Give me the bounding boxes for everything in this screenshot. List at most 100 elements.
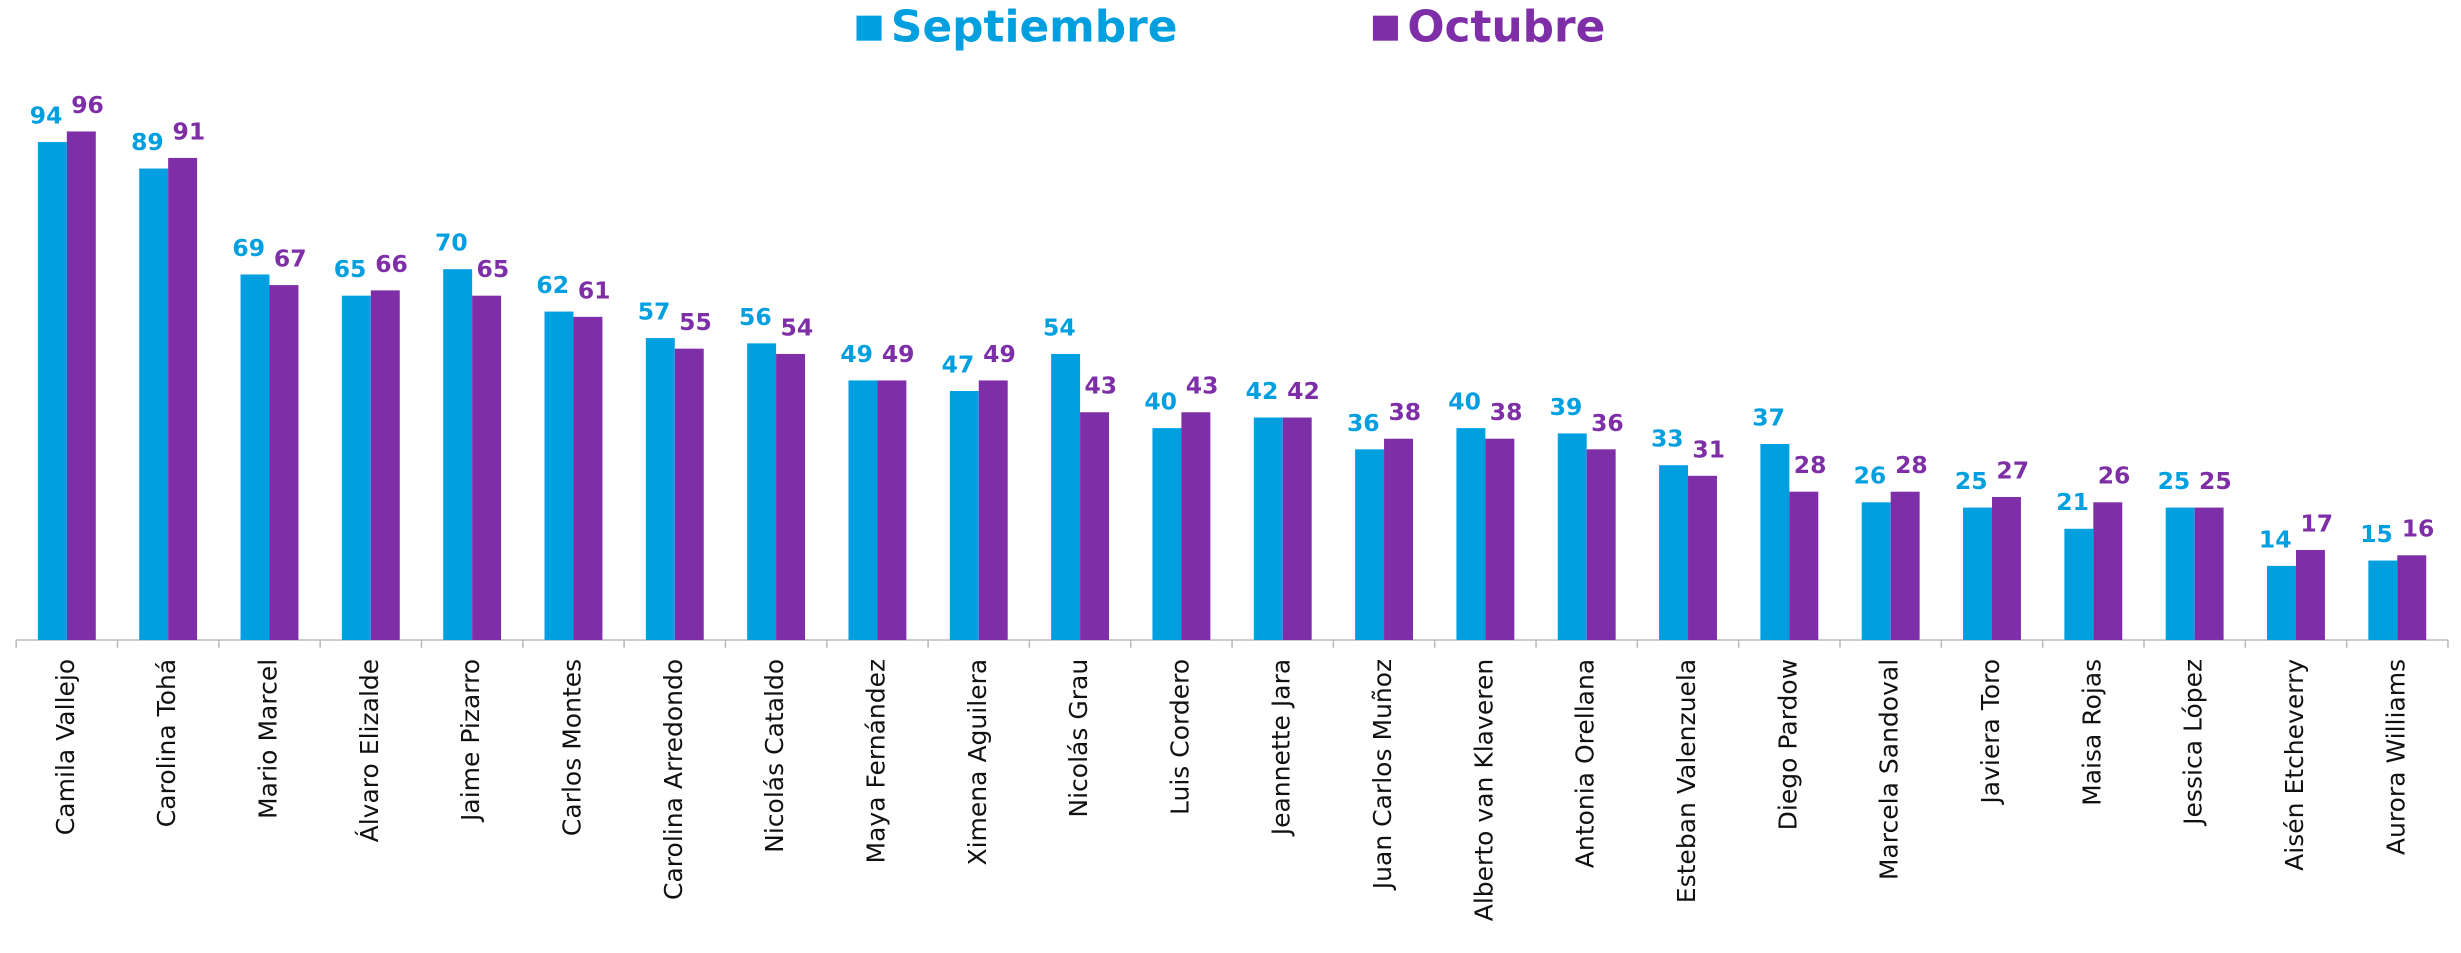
data-label: 55	[679, 308, 712, 336]
bar	[269, 285, 299, 641]
data-label: 94	[30, 102, 63, 130]
x-tick-label: Carolina Tohá	[152, 659, 181, 827]
bar	[2064, 528, 2094, 641]
data-label: 96	[71, 91, 104, 119]
bar	[978, 380, 1008, 641]
data-label: 43	[1084, 372, 1117, 400]
data-label: 65	[334, 255, 367, 283]
bar	[1688, 475, 1717, 641]
data-label: 40	[1144, 388, 1177, 416]
bar	[1861, 502, 1891, 641]
data-label: 26	[1854, 462, 1887, 490]
x-tick-label: Marcela Sandoval	[1875, 659, 1904, 880]
data-label: 31	[1692, 435, 1725, 463]
bar	[573, 316, 603, 641]
bar	[1659, 465, 1689, 641]
data-label: 61	[578, 276, 611, 304]
x-tick-label: Mario Marcel	[253, 659, 282, 819]
x-tick-label: Antonia Orellana	[1571, 659, 1600, 868]
bar	[2093, 502, 2123, 641]
x-tick-label: Carlos Montes	[557, 659, 586, 836]
bar	[1355, 449, 1385, 641]
data-label: 43	[1186, 372, 1219, 400]
bar	[1760, 444, 1790, 641]
x-tick-label: Maisa Rojas	[2077, 659, 2106, 806]
bar	[747, 343, 777, 641]
data-label: 15	[2360, 520, 2393, 548]
data-label: 66	[375, 250, 408, 278]
bar	[1789, 491, 1819, 641]
data-label: 38	[1388, 398, 1421, 426]
data-label: 54	[1043, 313, 1076, 341]
x-tick-label: Jaime Pizarro	[456, 659, 485, 823]
data-label: 27	[1996, 456, 2029, 484]
bar	[1181, 412, 1211, 641]
x-tick-label: Aisén Etcheverry	[2280, 659, 2309, 871]
x-tick-label: Camila Vallejo	[51, 659, 80, 835]
bar	[544, 311, 574, 641]
bar	[2295, 549, 2325, 641]
bar	[1963, 507, 1993, 641]
data-label: 21	[2056, 488, 2089, 516]
data-label: 91	[173, 117, 206, 145]
data-label: 54	[781, 313, 814, 341]
data-label: 25	[2158, 467, 2191, 495]
data-label: 89	[131, 128, 164, 156]
x-tick-label: Maya Fernández	[861, 659, 890, 864]
data-label: 42	[1287, 377, 1320, 405]
bar	[66, 131, 96, 641]
data-label: 70	[435, 229, 468, 257]
x-tick-label: Nicolás Grau	[1064, 659, 1093, 818]
data-label: 36	[1591, 409, 1624, 437]
x-tick-label: Luis Cordero	[1165, 659, 1194, 815]
legend-swatch	[856, 15, 882, 41]
x-tick-label: Aurora Williams	[2381, 659, 2410, 855]
bar	[877, 380, 907, 641]
bar	[1890, 491, 1920, 641]
bar	[1253, 417, 1283, 641]
x-tick-label: Nicolás Cataldo	[760, 659, 789, 853]
data-label: 57	[638, 298, 671, 326]
data-label: 67	[274, 245, 307, 273]
x-tick-label: Álvaro Elizalde	[355, 659, 384, 843]
bar	[1557, 433, 1587, 641]
bar	[2194, 507, 2224, 641]
x-tick-label: Carolina Arredondo	[659, 659, 688, 900]
data-label: 37	[1752, 403, 1785, 431]
bar	[1051, 353, 1081, 641]
legend-label: Octubre	[1407, 2, 1605, 53]
data-label: 38	[1490, 398, 1523, 426]
data-label: 62	[536, 271, 569, 299]
bar	[1586, 449, 1616, 641]
x-tick-label: Ximena Aguilera	[963, 659, 992, 866]
bar	[370, 290, 400, 641]
bar	[1485, 438, 1515, 641]
bar	[2397, 555, 2427, 641]
bar	[1080, 412, 1110, 641]
data-label: 17	[2300, 509, 2333, 537]
bar	[645, 338, 675, 641]
x-tick-label: Jeannette Jara	[1267, 659, 1296, 837]
data-label: 49	[983, 340, 1016, 368]
bar	[139, 168, 169, 641]
bar	[472, 295, 502, 641]
bar	[949, 391, 979, 641]
bar	[443, 269, 473, 641]
legend-swatch	[1372, 15, 1398, 41]
data-label: 39	[1550, 393, 1583, 421]
x-tick-label: Diego Pardow	[1773, 659, 1802, 831]
data-label: 49	[840, 340, 873, 368]
bar	[37, 142, 67, 641]
bar	[2368, 560, 2398, 641]
data-label: 28	[1794, 451, 1827, 479]
x-tick-label: Jessica López	[2179, 659, 2208, 827]
data-label: 56	[739, 303, 772, 331]
bar	[1384, 438, 1414, 641]
data-label: 49	[882, 340, 915, 368]
bar	[240, 274, 270, 641]
data-label: 65	[477, 255, 510, 283]
data-label: 40	[1448, 388, 1481, 416]
x-tick-label: Javiera Toro	[1976, 659, 2005, 806]
